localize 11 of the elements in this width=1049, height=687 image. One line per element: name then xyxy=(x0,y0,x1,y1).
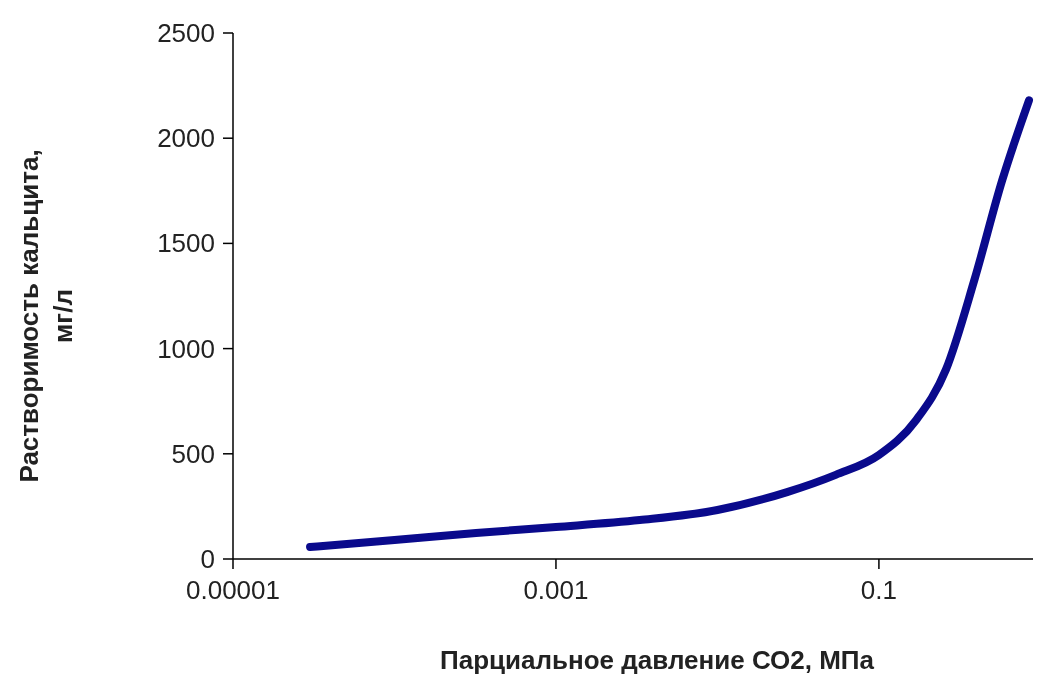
y-tick-label: 2000 xyxy=(157,123,215,154)
y-tick-label: 500 xyxy=(171,438,215,469)
y-tick-label: 1500 xyxy=(157,228,215,259)
y-tick-label: 0 xyxy=(200,544,215,574)
x-tick-label: 0.001 xyxy=(523,575,589,605)
x-tick-label: 0.00001 xyxy=(186,575,280,605)
x-tick-label: 0.1 xyxy=(860,575,897,605)
y-axis-title: Растворимость кальцита, мг/л xyxy=(14,149,78,483)
y-tick-label: 2500 xyxy=(157,18,215,48)
y-tick-label: 1000 xyxy=(157,333,215,364)
x-axis-title: Парциальное давление СО2, МПа xyxy=(440,645,875,675)
